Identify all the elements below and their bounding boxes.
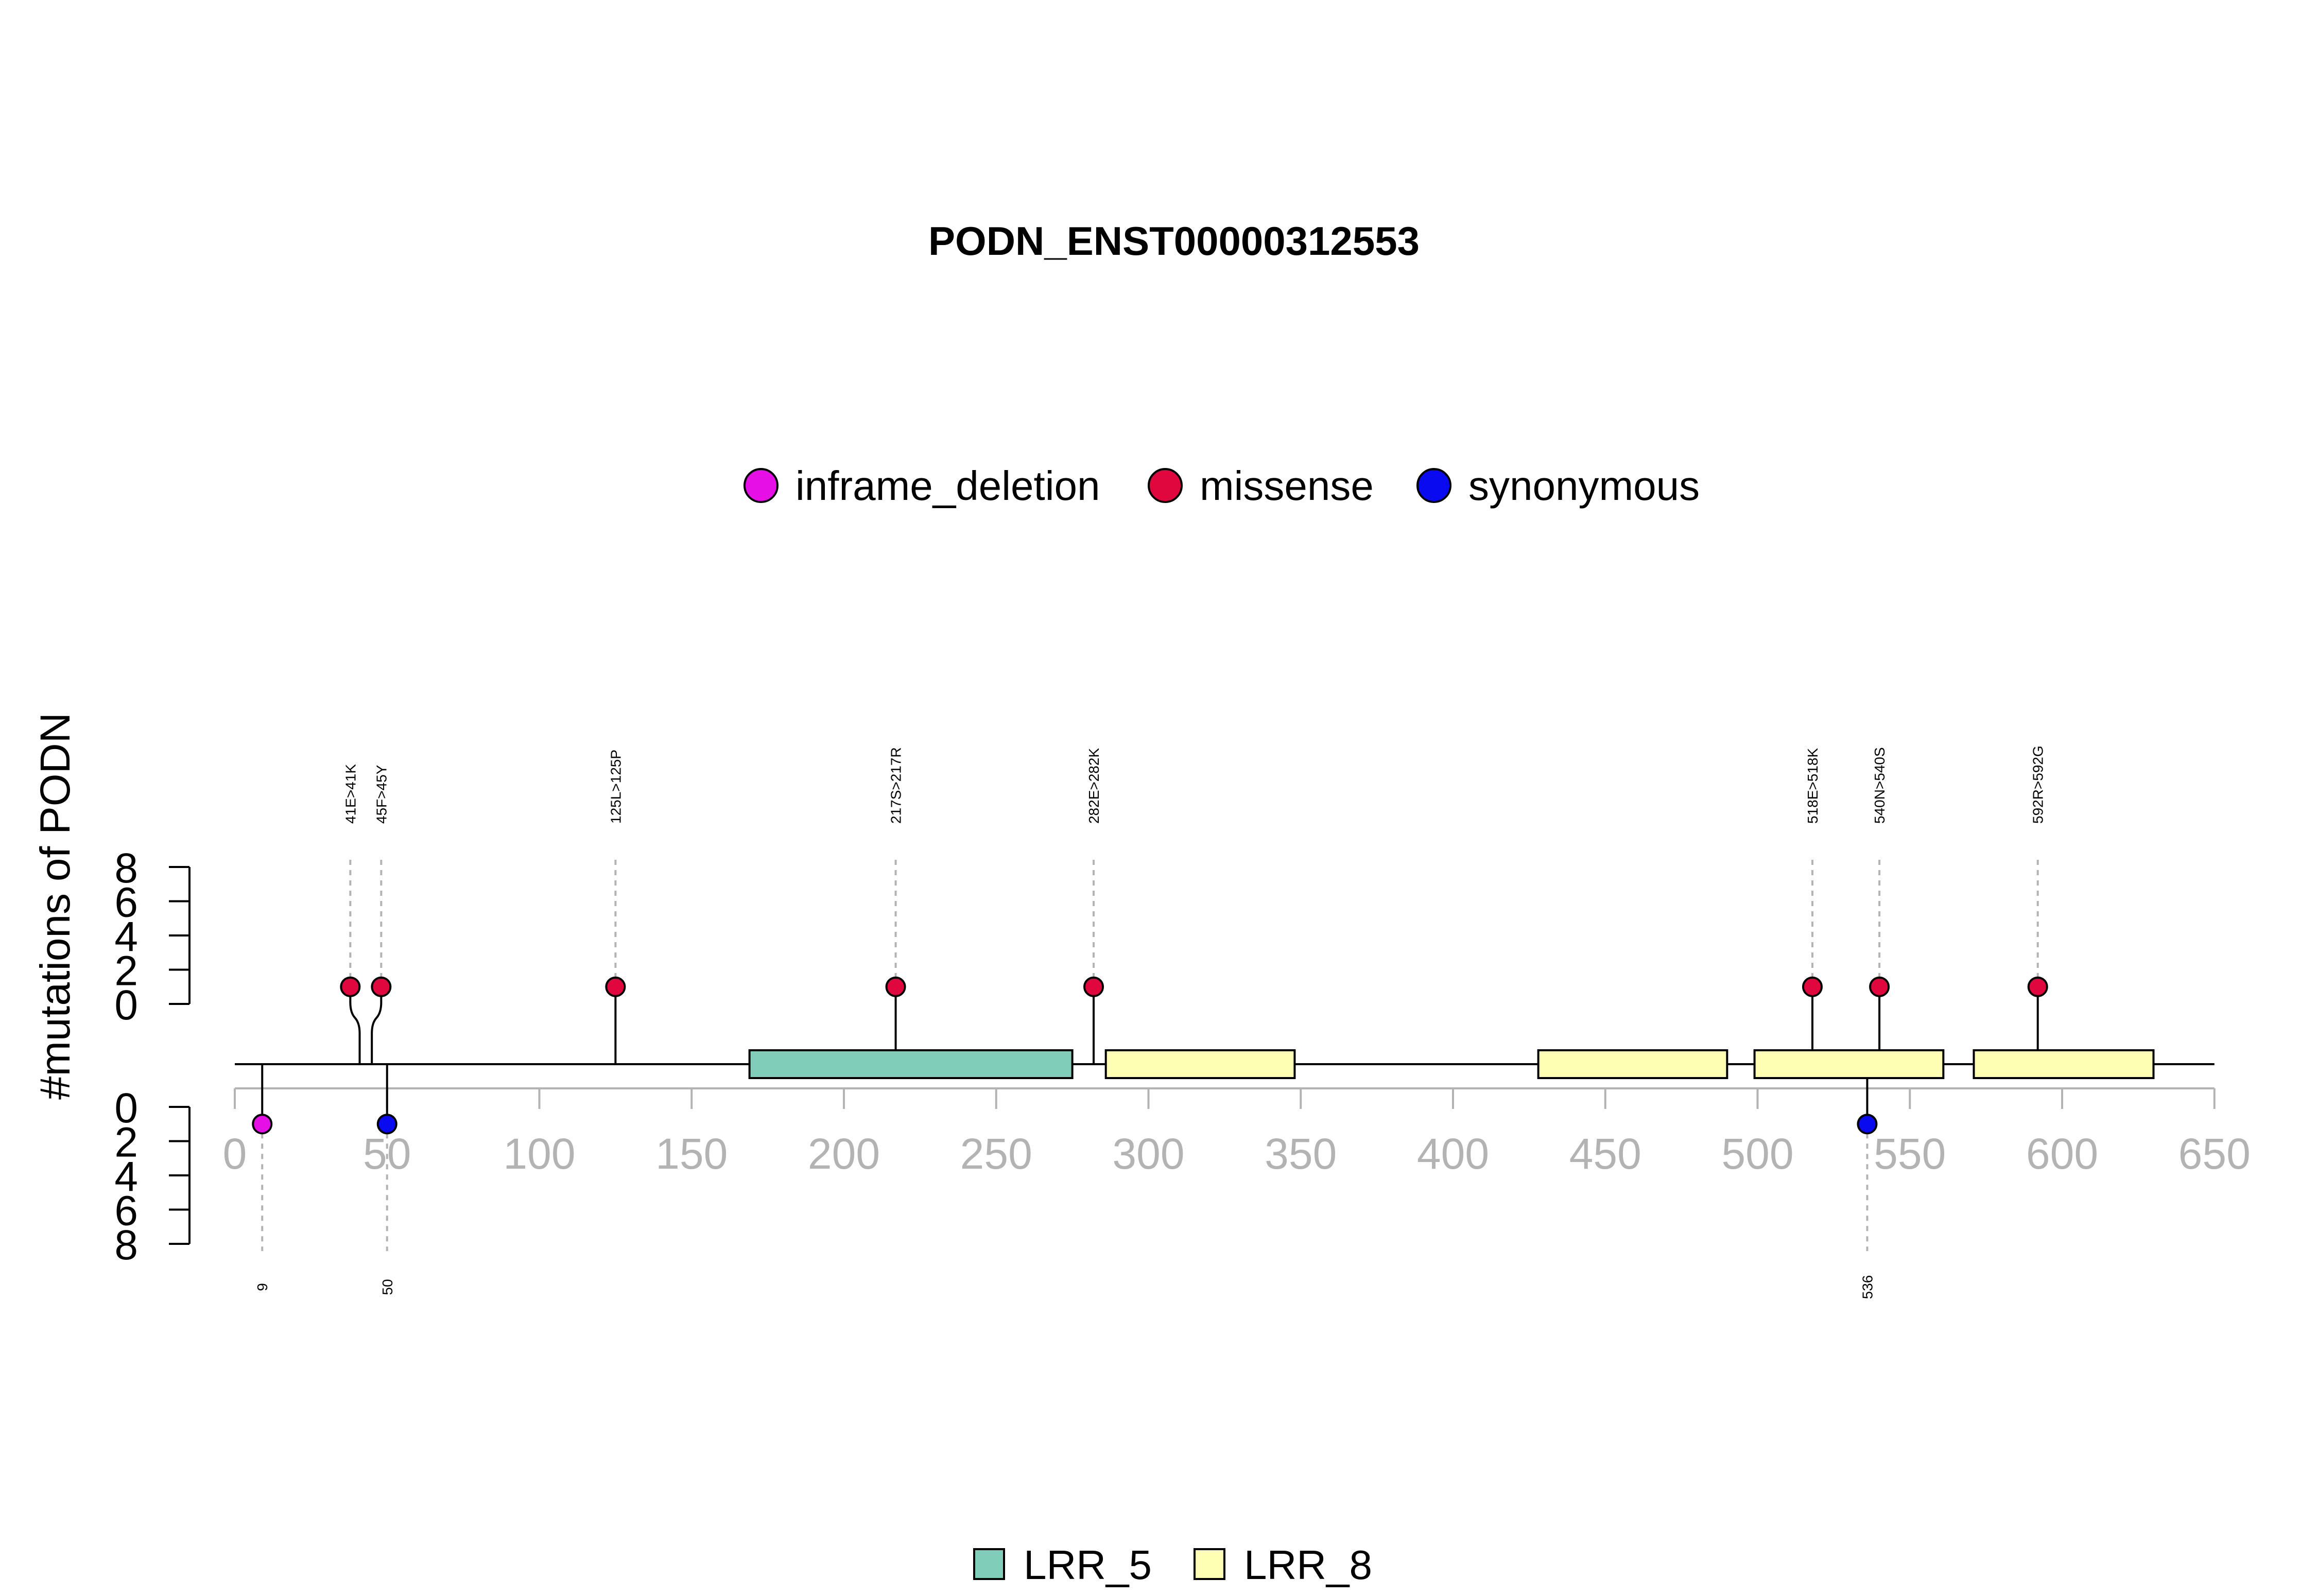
y-tick-label-0: 0 — [114, 1085, 138, 1132]
x-tick-label-150: 150 — [655, 1130, 728, 1178]
mutation-label-45F>45Y: 45F>45Y — [373, 765, 389, 824]
x-tick-label-650: 650 — [2178, 1130, 2251, 1178]
stem-41E>41K — [349, 986, 361, 1064]
legend-missense-marker — [1148, 468, 1183, 503]
legend-LRR_8-label: LRR_8 — [1244, 1542, 1372, 1588]
mutation-label-125L>125P: 125L>125P — [608, 750, 624, 824]
domain-LRR_8-4 — [1973, 1049, 2155, 1079]
y-tick-label-8: 8 — [114, 1222, 138, 1269]
mutation-label-518E>518K: 518E>518K — [1805, 748, 1821, 824]
mutation-label-592R>592G: 592R>592G — [2030, 745, 2046, 824]
x-tick-label-0: 0 — [223, 1130, 247, 1178]
legend-inframe_deletion-marker — [743, 468, 779, 503]
legend-missense-label: missense — [1200, 463, 1374, 509]
legend-synonymous-marker — [1416, 468, 1451, 503]
mutation-label-282E>282K: 282E>282K — [1086, 748, 1102, 824]
mutation-label-217S>217R: 217S>217R — [888, 747, 904, 824]
mutation-label-50: 50 — [379, 1279, 395, 1295]
mutation-point-50 — [376, 1114, 397, 1135]
domain-LRR_8-1 — [1104, 1049, 1296, 1079]
mutation-label-41E>41K: 41E>41K — [342, 764, 358, 824]
stem-45F>45Y — [371, 986, 383, 1064]
mutation-point-41E>41K — [340, 976, 361, 997]
domain-LRR_8-2 — [1537, 1049, 1728, 1079]
x-tick-label-300: 300 — [1112, 1130, 1184, 1178]
mutation-point-536 — [1857, 1114, 1878, 1135]
x-tick-label-100: 100 — [503, 1130, 575, 1178]
x-tick-label-400: 400 — [1417, 1130, 1489, 1178]
x-axis: 0 50 100 150 200 250 300 350 400 450 500 550 600 650 — [223, 1087, 2251, 1178]
y-tick-label-8: 8 — [114, 845, 138, 892]
legend-LRR_5-label: LRR_5 — [1024, 1542, 1152, 1588]
domain-legend: LRR_5 LRR_8 — [973, 1542, 1372, 1588]
mutation-point-540N>540S — [1869, 976, 1890, 997]
mutation-labels: 41E>41K 45F>45Y 125L>125P 217S>217R 282E>282… — [254, 745, 2046, 1299]
mutation-point-282E>282K — [1083, 976, 1104, 997]
mutation-point-217S>217R — [885, 976, 906, 997]
mutation-points — [252, 976, 2048, 1135]
mutation-label-536: 536 — [1859, 1275, 1875, 1299]
x-tick-label-600: 600 — [2026, 1130, 2098, 1178]
y-tick-label-6: 6 — [114, 1188, 138, 1235]
y-tick-label-4: 4 — [114, 913, 138, 960]
y-tick-label-0: 0 — [114, 982, 138, 1029]
x-tick-label-250: 250 — [960, 1130, 1032, 1178]
y-tick-label-4: 4 — [114, 1153, 138, 1200]
x-tick-label-450: 450 — [1569, 1130, 1641, 1178]
legend-synonymous-label: synonymous — [1468, 463, 1700, 509]
mutation-label-540N>540S: 540N>540S — [1872, 747, 1888, 824]
mutation-point-45F>45Y — [371, 976, 392, 997]
mutation-point-125L>125P — [605, 976, 626, 997]
y-axis-label: #mutations of PODN — [32, 713, 79, 1100]
y-tick-label-2: 2 — [114, 1119, 138, 1166]
legend-LRR_5-swatch — [973, 1548, 1005, 1580]
mutation-label-9: 9 — [254, 1283, 270, 1291]
chart-title: PODN_ENST00000312553 — [928, 218, 1420, 264]
x-tick-label-200: 200 — [808, 1130, 880, 1178]
mutation-type-legend: inframe_deletion missense synonymous — [743, 463, 1700, 509]
mutation-point-9 — [252, 1114, 273, 1135]
y-tick-label-2: 2 — [114, 948, 138, 995]
domain-LRR_8-3 — [1753, 1049, 1945, 1079]
y-tick-label-6: 6 — [114, 879, 138, 926]
domain-LRR_5-0 — [748, 1049, 1074, 1079]
legend-LRR_8-swatch — [1194, 1548, 1225, 1580]
protein-domains — [748, 1049, 2155, 1079]
x-tick-label-550: 550 — [1874, 1130, 1946, 1178]
legend-inframe_deletion-label: inframe_deletion — [796, 463, 1100, 509]
x-tick-label-500: 500 — [1721, 1130, 1793, 1178]
mutation-point-592R>592G — [2027, 976, 2048, 997]
mutation-point-518E>518K — [1802, 976, 1823, 997]
x-tick-label-350: 350 — [1265, 1130, 1337, 1178]
